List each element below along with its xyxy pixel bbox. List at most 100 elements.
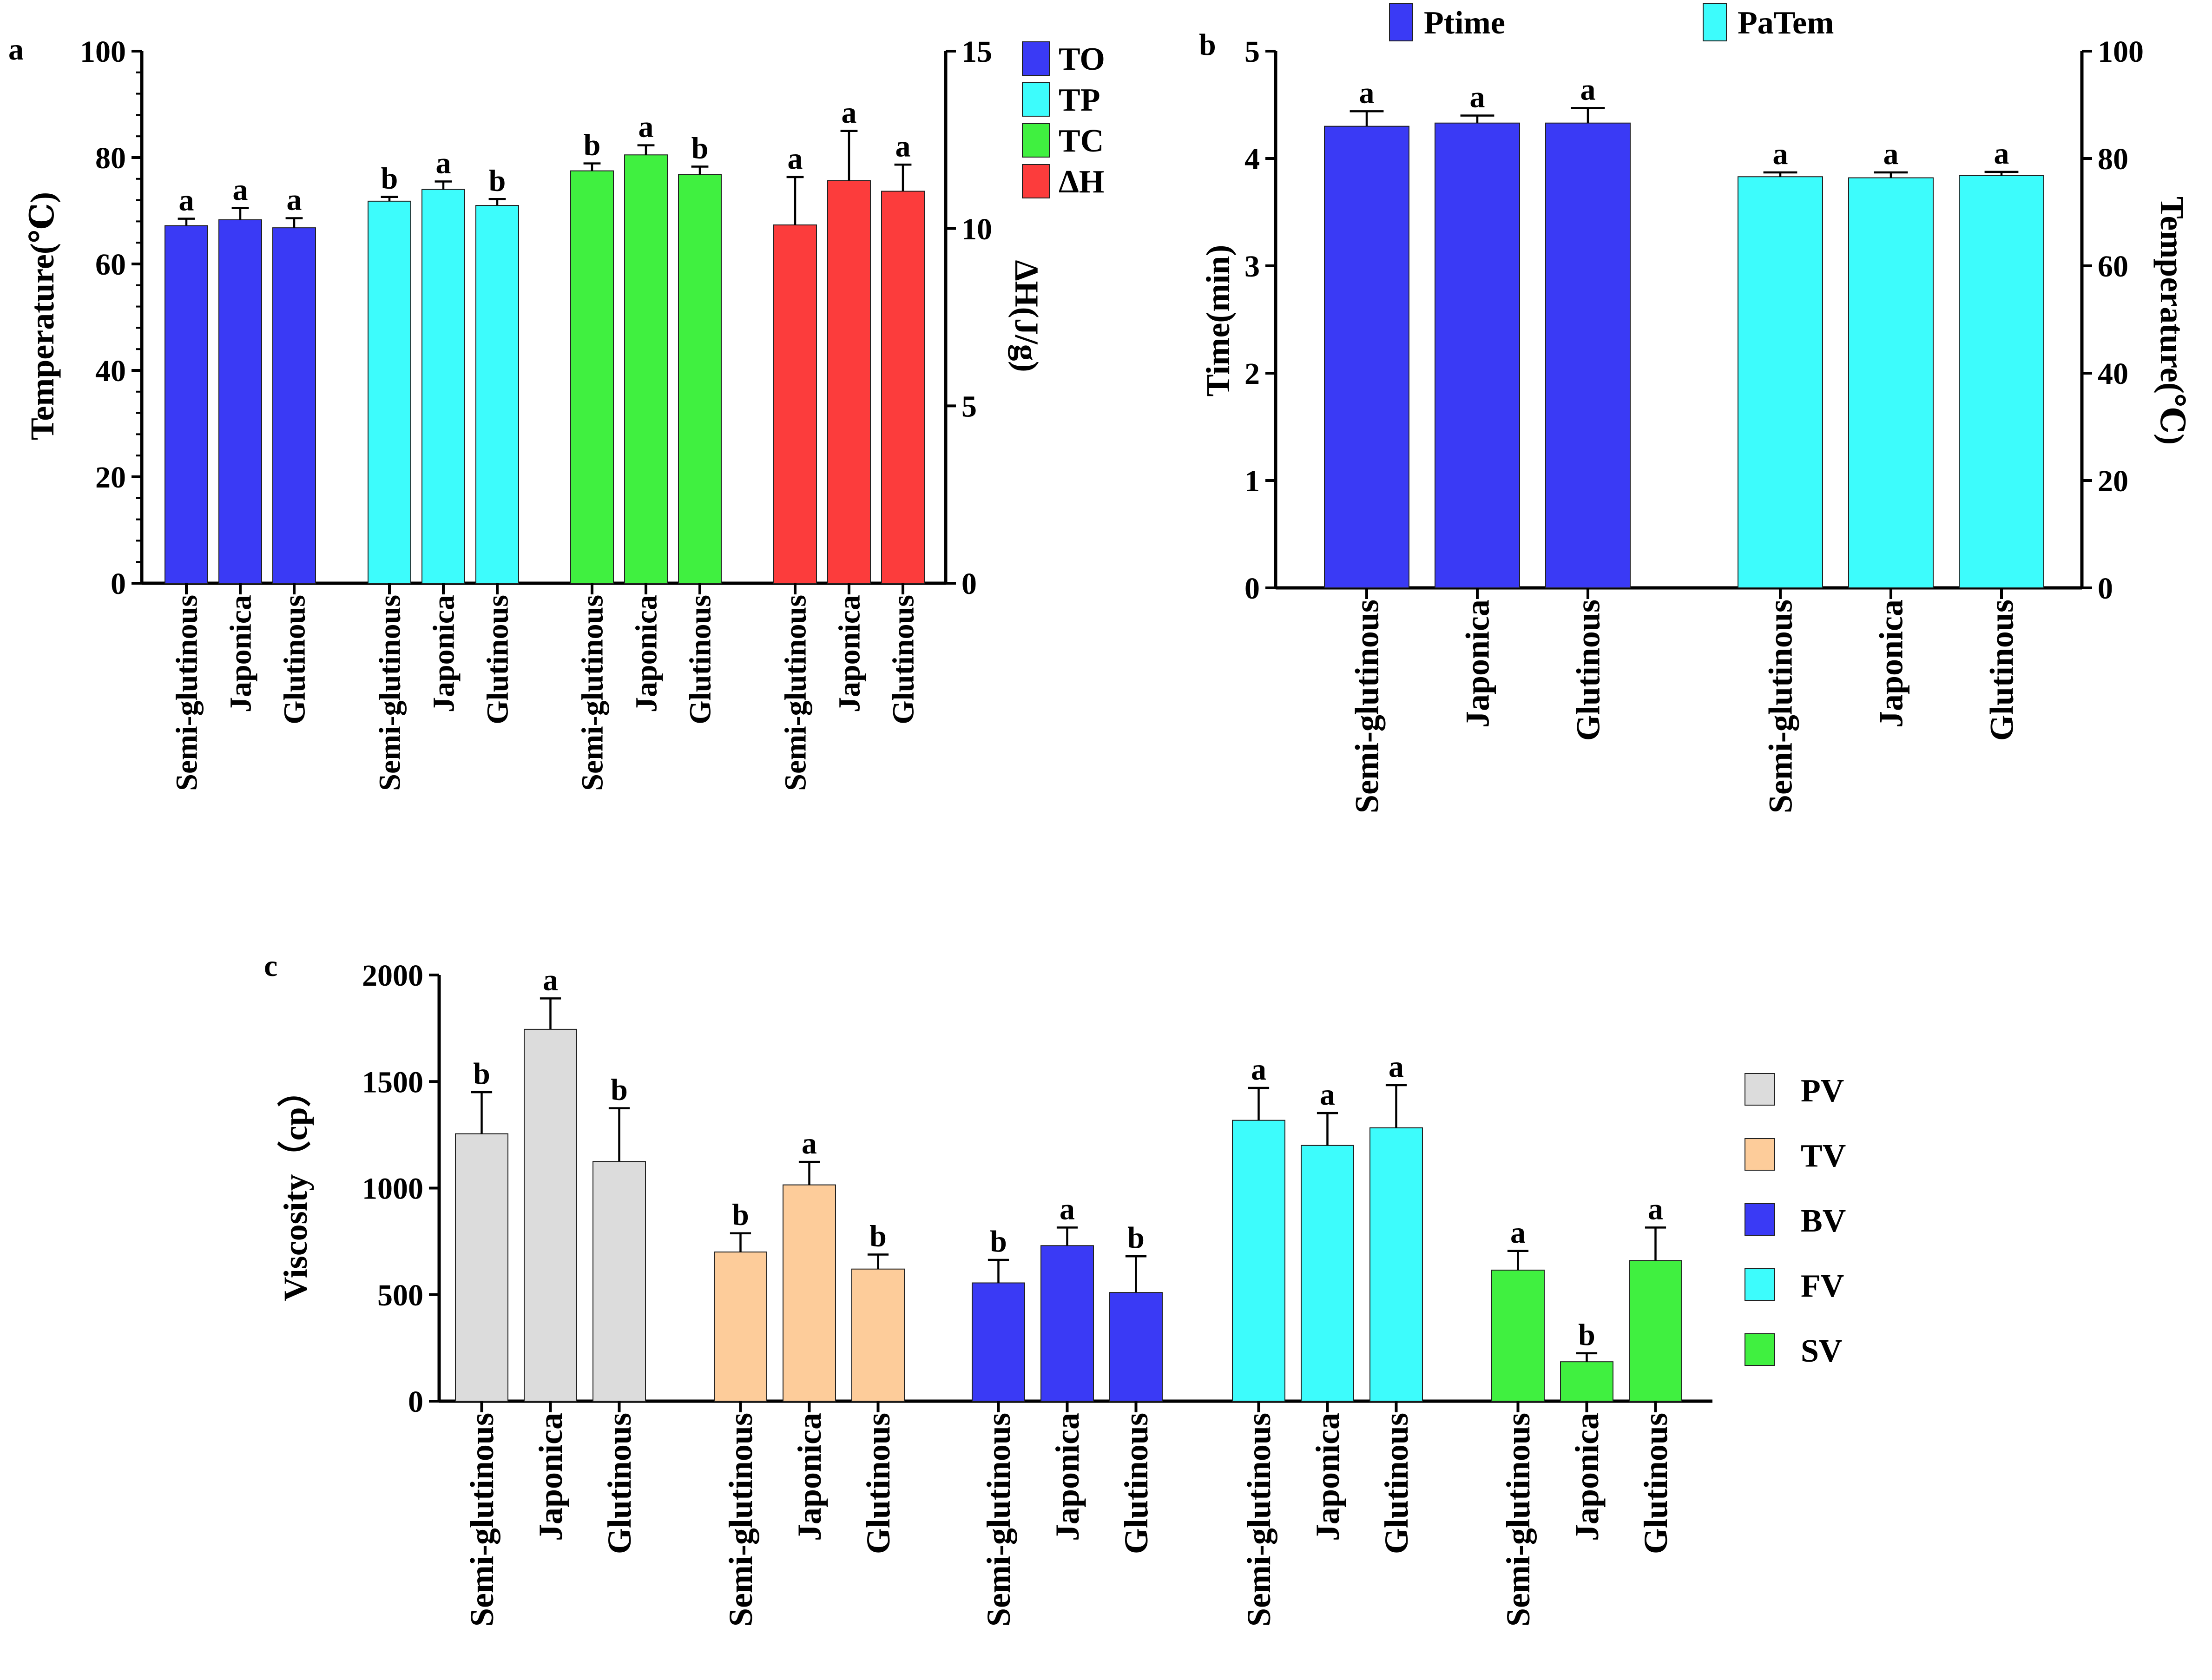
panel-a-category-label: Semi-glutinous [575,595,609,791]
panel-c-legend-swatch [1745,1073,1775,1106]
panel-a-legend-label: TC [1059,123,1104,159]
panel-c-FV-significance-letter: a [1251,1053,1266,1087]
panel-c-BV-significance-letter: a [1060,1192,1075,1226]
panel-c-legend-label: PV [1801,1073,1844,1109]
panel-b-PaTem-significance-letter: a [1773,137,1788,171]
panel-a-right-tick-label: 0 [961,567,977,601]
panel-c-category-label: Japonica [1049,1413,1086,1541]
panel-a-legend-swatch [1022,41,1050,76]
panel-a-TO-significance-letter: a [179,184,194,217]
panel-b-category-label: Semi-glutinous [1348,600,1385,813]
panel-a-ΔH-bar [773,224,817,584]
panel-b-right-tick-label: 60 [2098,250,2128,283]
panel-a-category-label: Japonica [427,595,461,712]
panel-b-right-tick-label: 0 [2098,572,2113,606]
panel-a-TP-bar [368,200,411,584]
panel-a-TP-significance-letter: b [381,162,398,196]
panel-b-y-axis-title: Time(min) [1199,245,1237,397]
panel-c-legend-label: BV [1801,1203,1846,1239]
panel-c-y-axis-title: Viscosity（cp） [277,1074,314,1301]
panel-c-FV-bar [1301,1145,1354,1402]
panel-c-left-tick-label: 1000 [362,1172,423,1206]
panel-b-PaTem-bar [1738,176,1823,588]
panel-b-right-tick-label: 40 [2098,357,2128,391]
panel-c-left-tick-label: 2000 [362,959,423,993]
panel-b-Ptime-bar [1545,122,1631,588]
panel-c-BV-bar [1109,1292,1163,1402]
panel-c-legend-swatch [1745,1138,1775,1171]
panel-c-legend-swatch [1745,1268,1775,1301]
panel-c-category-label: Semi-glutinous [1500,1413,1537,1627]
panel-a-TP-bar [475,205,519,584]
panel-a-category-label: Glutinous [683,595,717,725]
panel-b-PaTem-bar [1959,175,2044,588]
panel-a-legend-label: TP [1059,82,1100,118]
panel-c-left-tick-label: 1500 [362,1065,423,1099]
panel-c-category-label: Japonica [1309,1413,1346,1541]
panel-c-category-label: Glutinous [1118,1413,1155,1554]
panel-a-TO-bar [218,219,262,584]
panel-a-legend-label: ΔH [1059,164,1104,200]
panel-b-category-label: Japonica [1872,600,1909,728]
panel-b: b 0 1 2 3 4 5 0 20 40 60 80 100 Time(min) Temperature(… [1199,3,2191,813]
panel-a-category-label: Glutinous [886,595,920,725]
panel-c: c 0 500 1000 1500 2000 Viscosity（cp） b Semi-glut… [264,949,1846,1627]
panel-c-TV-bar [851,1268,905,1402]
panel-a-TC-significance-letter: b [691,131,709,165]
panel-c-TV-bar [714,1252,767,1402]
panel-a-left-tick-label: 80 [95,141,126,175]
panel-a-left-tick-label: 100 [80,35,126,69]
panel-c-FV-significance-letter: a [1389,1050,1404,1084]
panel-c-left-tick-label: 500 [377,1278,423,1312]
panel-c-legend-label: SV [1801,1333,1842,1369]
panel-a-legend-swatch [1022,164,1050,198]
panel-a-TC-bar [678,174,722,584]
panel-b-Ptime-bar [1324,125,1409,588]
panel-a-ΔH-significance-letter: a [842,96,857,130]
panel-c-TV-significance-letter: a [802,1127,817,1160]
panel-a-category-label: Semi-glutinous [373,595,407,791]
panel-a: a 0 20 40 60 80 100 0 5 10 15 Temperature(℃) ΔH(J/g)… [8,33,1105,791]
panel-a-legend-label: TO [1059,41,1105,77]
panel-c-label: c [264,949,277,983]
panel-c-legend-swatch [1745,1203,1775,1236]
panel-a-right-tick-label: 5 [961,389,977,423]
panel-c-BV-bar [972,1282,1025,1402]
panel-b-legend-label: PaTem [1738,5,1834,41]
panel-c-category-label: Semi-glutinous [980,1413,1017,1627]
panel-a-category-label: Glutinous [481,595,514,725]
panel-c-TV-significance-letter: b [869,1219,887,1253]
panel-a-TC-significance-letter: a [639,110,654,144]
panel-a-left-tick-label: 40 [95,354,126,388]
panel-b-left-tick-label: 2 [1244,357,1260,391]
panel-b-left-tick-label: 0 [1244,572,1260,606]
panel-b-right-tick-label: 20 [2098,464,2128,498]
panel-a-ΔH-significance-letter: a [788,142,803,176]
panel-b-left-tick-label: 3 [1244,250,1260,283]
panel-a-TO-bar [272,227,316,584]
panel-a-TO-significance-letter: a [233,173,248,207]
panel-a-TC-significance-letter: b [584,128,601,162]
panel-b-PaTem-bar [1848,177,1934,588]
panel-c-BV-significance-letter: b [990,1225,1007,1258]
panel-c-PV-significance-letter: b [611,1073,628,1107]
panel-b-category-label: Semi-glutinous [1762,600,1799,813]
panel-a-TP-significance-letter: a [436,146,451,180]
panel-c-legend-swatch [1745,1333,1775,1366]
panel-b-left-tick-label: 4 [1244,142,1260,176]
panel-b-left-tick-label: 5 [1244,35,1260,69]
panel-c-category-label: Glutinous [860,1413,897,1554]
panel-a-label: a [8,33,24,66]
panel-b-PaTem-significance-letter: a [1994,137,2009,171]
panel-a-TO-significance-letter: a [287,183,302,217]
panel-c-category-label: Semi-glutinous [1240,1413,1277,1627]
panel-c-BV-significance-letter: b [1127,1221,1145,1255]
panel-c-TV-bar [783,1184,836,1402]
panel-a-ΔH-bar [881,191,925,584]
panel-c-FV-bar [1232,1120,1285,1402]
panel-a-TC-bar [570,170,614,584]
panel-c-category-label: Glutinous [601,1413,638,1554]
panel-b-category-label: Glutinous [1983,600,2020,741]
panel-a-right-tick-label: 15 [961,35,992,69]
